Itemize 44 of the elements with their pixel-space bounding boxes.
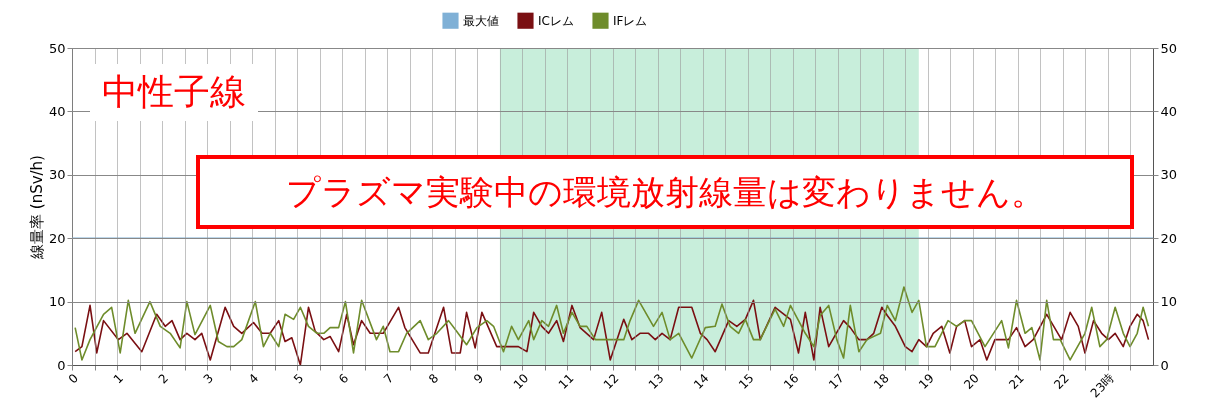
y2-tick-label: 50 xyxy=(1160,40,1178,56)
annotation: 中性子線 xyxy=(90,64,258,121)
x-tick-label: 18 xyxy=(871,371,892,392)
y2-tick-label: 40 xyxy=(1160,103,1178,119)
x-tick-label: 13 xyxy=(645,371,667,392)
x-tick-label: 14 xyxy=(690,371,712,392)
x-tick-label: 6 xyxy=(335,371,352,387)
y-tick-label: 20 xyxy=(48,230,66,246)
legend-label: 最大値 xyxy=(463,13,499,28)
y2-tick-label: 20 xyxy=(1160,230,1178,246)
legend-label: IFレム xyxy=(613,13,648,28)
x-tick-label: 20 xyxy=(961,371,982,392)
y-tick-label: 10 xyxy=(48,294,66,310)
x-tick-label: 17 xyxy=(825,371,847,392)
x-tick-label: 3 xyxy=(200,371,217,387)
y-tick-label: 50 xyxy=(48,40,66,56)
line-series xyxy=(74,286,1150,361)
y-axis-title: 線量率 (nSv/h) xyxy=(27,155,46,260)
y2-tick-label: 10 xyxy=(1160,294,1178,310)
y2-tick-label: 30 xyxy=(1160,167,1178,183)
x-tick-label: 7 xyxy=(380,371,397,387)
x-tick-label: 8 xyxy=(426,371,442,387)
x-tick-label: 1 xyxy=(110,371,127,387)
callout-box: プラズマ実験中の環境放射線量は変わりません。 xyxy=(196,155,1134,229)
x-tick-label: 23時 xyxy=(1087,371,1117,401)
x-tick-label: 10 xyxy=(510,371,532,392)
x-tick-label: 2 xyxy=(155,371,172,387)
x-tick-label: 9 xyxy=(471,371,487,387)
x-tick-label: 0 xyxy=(65,371,81,387)
line-series xyxy=(74,299,1150,366)
x-tick-label: 11 xyxy=(555,371,577,392)
legend-label: ICレム xyxy=(538,13,574,28)
x-tick-label: 12 xyxy=(600,371,622,392)
x-tick-label: 22 xyxy=(1051,371,1072,392)
x-tick-label: 19 xyxy=(916,371,937,392)
x-tick-label: 16 xyxy=(780,371,802,392)
y2-tick-label: 0 xyxy=(1160,357,1169,373)
y-tick-label: 0 xyxy=(57,357,66,373)
y-tick-label: 40 xyxy=(48,103,66,119)
x-tick-label: 5 xyxy=(290,371,307,387)
x-tick-label: 21 xyxy=(1006,371,1027,392)
x-tick-label: 15 xyxy=(735,371,757,392)
x-tick-label: 4 xyxy=(245,371,262,387)
y-tick-label: 30 xyxy=(48,167,66,183)
